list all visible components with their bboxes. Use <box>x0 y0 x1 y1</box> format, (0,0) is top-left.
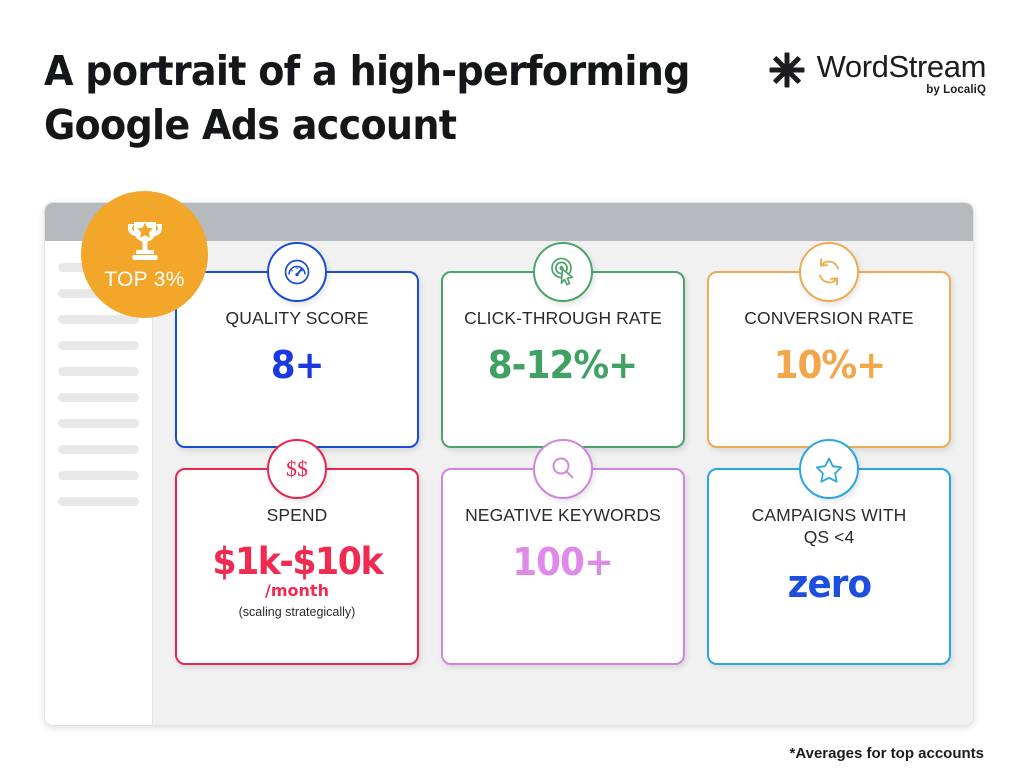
metric-value: 8-12%+ <box>488 343 638 387</box>
skeleton-bar <box>58 445 139 454</box>
brand-name: WordStream <box>816 49 987 84</box>
metric-label: CLICK-THROUGH RATE <box>464 308 662 328</box>
metric-label: SPEND <box>266 505 328 525</box>
metric-value: 10%+ <box>773 343 886 387</box>
status-badge-top-3-percent: TOP 3% <box>81 191 208 318</box>
refresh-arrows-icon <box>799 242 859 302</box>
badge-label: TOP 3% <box>104 268 185 291</box>
metric-label: CONVERSION RATE <box>744 308 914 328</box>
metric-label: QUALITY SCORE <box>225 308 369 328</box>
skeleton-bar <box>58 497 139 506</box>
page-title: A portrait of a high-performing Google A… <box>44 47 690 149</box>
metric-card-negative-keywords: NEGATIVE KEYWORDS 100+ <box>441 439 685 665</box>
skeleton-bar <box>58 471 139 480</box>
svg-text:$$: $$ <box>286 456 308 481</box>
metric-card-spend: $$ SPEND $1k-$10k /month (scaling strate… <box>175 439 419 665</box>
metric-value: zero <box>787 562 871 606</box>
metric-card-click-through-rate: CLICK-THROUGH RATE 8-12%+ <box>441 242 685 448</box>
metrics-grid: QUALITY SCORE 8+ CLICK-THROUGH RATE <box>175 242 951 665</box>
brand-tagline: by LocaliQ <box>926 84 986 96</box>
metric-card-conversion-rate: CONVERSION RATE 10%+ <box>707 242 951 448</box>
skeleton-bar <box>58 341 139 350</box>
metric-card-quality-score: QUALITY SCORE 8+ <box>175 242 419 448</box>
skeleton-bar <box>58 419 139 428</box>
window-content: QUALITY SCORE 8+ CLICK-THROUGH RATE <box>153 241 973 725</box>
footnote: *Averages for top accounts <box>789 745 985 762</box>
metric-note: (scaling strategically) <box>238 605 356 619</box>
metric-value: 8+ <box>270 343 325 387</box>
speedometer-gauge-icon <box>267 242 327 302</box>
metric-card-campaigns-low-qs: CAMPAIGNS WITH QS <4 zero <box>707 439 951 665</box>
double-dollar-icon: $$ <box>267 439 327 499</box>
brand-logo: WordStream by LocaliQ <box>767 50 986 96</box>
asterisk-snowflake-icon <box>767 50 807 90</box>
skeleton-bar <box>58 315 139 324</box>
metric-value: 100+ <box>512 540 615 584</box>
app-window-mock: QUALITY SCORE 8+ CLICK-THROUGH RATE <box>44 202 974 726</box>
skeleton-bar <box>58 393 139 402</box>
skeleton-bar <box>58 367 139 376</box>
click-target-cursor-icon <box>533 242 593 302</box>
skeleton-bar <box>58 263 93 272</box>
magnifier-search-icon <box>533 439 593 499</box>
page-header: A portrait of a high-performing Google A… <box>0 0 1024 175</box>
metric-label: NEGATIVE KEYWORDS <box>465 505 661 525</box>
star-outline-icon <box>799 439 859 499</box>
metric-label: CAMPAIGNS WITH QS <4 <box>751 505 907 547</box>
metric-value-unit: /month <box>265 581 329 600</box>
trophy-icon <box>123 217 167 265</box>
metric-value: $1k-$10k <box>212 540 383 583</box>
